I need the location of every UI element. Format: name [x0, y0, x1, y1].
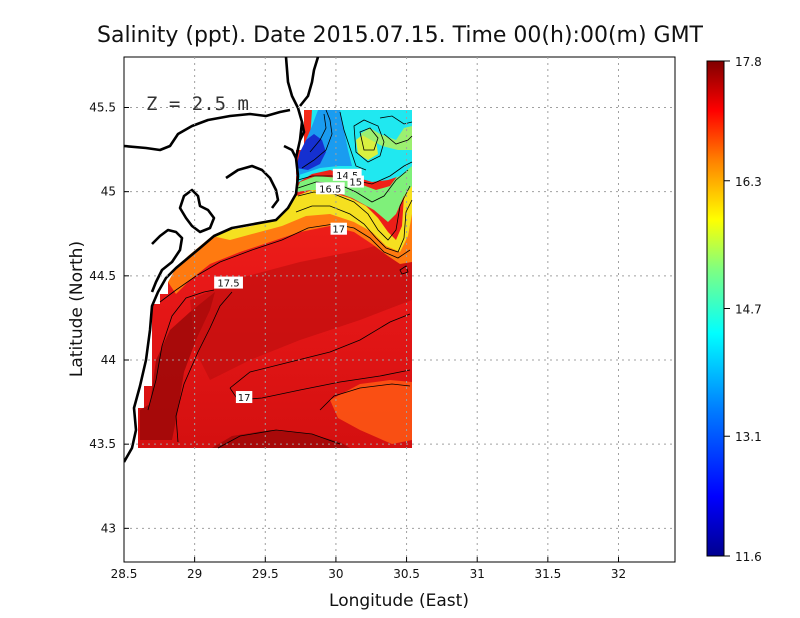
- y-axis-label: Latitude (North): [67, 241, 87, 377]
- contour-label: 16.5: [319, 184, 341, 195]
- coastline: [124, 57, 320, 463]
- y-tick-label: 44: [101, 353, 116, 367]
- x-tick-label: 31.5: [534, 567, 561, 581]
- colorbar-ticks: 17.8 16.3 14.7 13.1 11.6: [724, 55, 762, 564]
- y-axis-ticks: 43 43.5 44 44.5 45 45.5: [89, 101, 129, 535]
- contour-label: 17.5: [217, 279, 239, 290]
- salinity-yellow: [212, 178, 412, 252]
- contour-label: 17: [238, 393, 251, 404]
- contour-label-bg: [214, 276, 243, 289]
- salinity-high-south: [212, 430, 350, 448]
- contour-label: 14.5: [336, 171, 358, 182]
- colorbar-tick-label: 13.1: [735, 430, 762, 444]
- x-tick-label: 28.5: [111, 567, 138, 581]
- x-tick-label: 30.5: [393, 567, 420, 581]
- x-tick-label: 30: [328, 567, 343, 581]
- y-tick-label: 43.5: [89, 437, 116, 451]
- gridlines: [124, 57, 675, 562]
- colorbar-tick-label: 11.6: [735, 550, 762, 564]
- x-axis-ticks: 28.5 29 29.5 30 30.5 31 31.5 32: [111, 557, 626, 581]
- x-tick-label: 32: [611, 567, 626, 581]
- contour-label-bg: [347, 175, 364, 188]
- salinity-low-core: [296, 134, 326, 170]
- contour-label-bg: [235, 391, 253, 404]
- colorbar-tick-label: 16.3: [735, 175, 762, 189]
- contour-labels: 14.515 16.5 17 17.5 17: [214, 168, 364, 404]
- colorbar-tick-label: 17.8: [735, 55, 762, 69]
- y-tick-label: 45: [101, 185, 116, 199]
- contour-label-bg: [315, 182, 345, 195]
- salinity-high-central: [190, 236, 412, 380]
- y-tick-label: 43: [101, 521, 116, 535]
- x-tick-label: 29: [187, 567, 202, 581]
- chart-title: Salinity (ppt). Date 2015.07.15. Time 00…: [97, 23, 704, 48]
- contour-label: 15: [349, 178, 362, 189]
- y-tick-label: 44.5: [89, 269, 116, 283]
- salinity-orange-southeast: [330, 380, 412, 444]
- x-tick-label: 31: [470, 567, 485, 581]
- y-tick-label: 45.5: [89, 101, 116, 115]
- x-axis-label: Longitude (East): [329, 591, 469, 611]
- colorbar-tick-label: 14.7: [735, 303, 762, 317]
- contour-label: 17: [332, 225, 345, 236]
- depth-label: Z = 2.5 m: [146, 93, 249, 115]
- contour-label-bg: [330, 222, 347, 235]
- x-tick-label: 29.5: [252, 567, 279, 581]
- colorbar: [706, 60, 725, 557]
